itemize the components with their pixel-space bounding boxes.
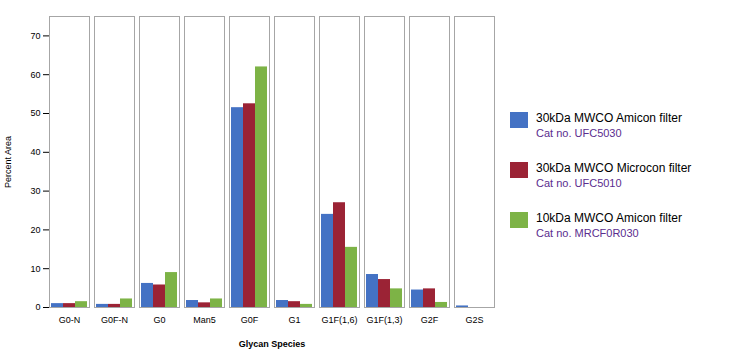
svg-text:G2F: G2F xyxy=(421,315,439,325)
svg-text:G1F(1,6): G1F(1,6) xyxy=(321,315,357,325)
svg-text:60: 60 xyxy=(30,70,40,80)
svg-text:G0F-N: G0F-N xyxy=(101,315,128,325)
html-text:Cat no. MRCF0R030: Cat no. MRCF0R030 xyxy=(536,226,639,239)
svg-text:G0-N: G0-N xyxy=(59,315,81,325)
svg-text:40: 40 xyxy=(30,147,40,157)
html-text:Cat no. UFC5030: Cat no. UFC5030 xyxy=(536,126,622,139)
svg-text:G0F: G0F xyxy=(241,315,259,325)
svg-text:G0: G0 xyxy=(153,315,165,325)
svg-text:0: 0 xyxy=(35,302,40,312)
svg-text:30: 30 xyxy=(30,186,40,196)
svg-text:Man5: Man5 xyxy=(193,315,216,325)
html-text:Cat no. UFC5010: Cat no. UFC5010 xyxy=(536,176,622,189)
svg-text:G1F(1,3): G1F(1,3) xyxy=(366,315,402,325)
svg-text:G1: G1 xyxy=(288,315,300,325)
svg-text:10: 10 xyxy=(30,264,40,274)
html-text:10kDa MWCO Amicon filter: 10kDa MWCO Amicon filter xyxy=(536,210,682,225)
svg-text:20: 20 xyxy=(30,225,40,235)
svg-text:Percent Area: Percent Area xyxy=(3,136,13,188)
svg-text:70: 70 xyxy=(30,31,40,41)
svg-text:G2S: G2S xyxy=(465,315,483,325)
html-text:30kDa MWCO Amicon filter: 30kDa MWCO Amicon filter xyxy=(536,110,682,125)
html-text:30kDa MWCO Microcon filter: 30kDa MWCO Microcon filter xyxy=(536,160,692,175)
svg-text:Glycan Species: Glycan Species xyxy=(239,339,306,349)
svg-text:50: 50 xyxy=(30,108,40,118)
